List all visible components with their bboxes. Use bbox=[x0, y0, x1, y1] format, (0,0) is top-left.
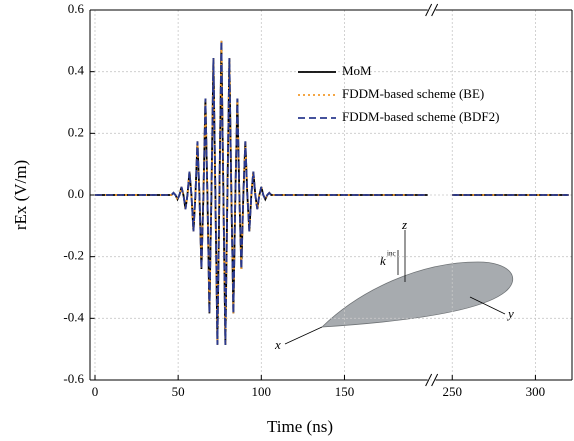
y-tick-label: -0.6 bbox=[63, 371, 84, 386]
y-tick-label: 0.4 bbox=[68, 63, 85, 78]
inset-label: inc bbox=[387, 250, 396, 258]
series-line bbox=[94, 40, 569, 345]
y-tick-label: 0.0 bbox=[68, 186, 84, 201]
axis-break bbox=[425, 373, 433, 387]
y-tick-label: 0.6 bbox=[68, 1, 85, 16]
axis-break bbox=[431, 3, 439, 17]
x-tick-label: 0 bbox=[92, 384, 99, 399]
y-tick-label: -0.4 bbox=[63, 309, 84, 324]
legend-label: MoM bbox=[342, 63, 372, 78]
inset-label: k bbox=[380, 253, 386, 268]
y-tick-label: -0.2 bbox=[63, 248, 84, 263]
inset-label: z bbox=[401, 217, 407, 232]
x-tick-label: 100 bbox=[252, 384, 272, 399]
x-tick-label: 250 bbox=[443, 384, 463, 399]
inset-figure: x y z k inc bbox=[274, 217, 514, 352]
y-axis-label: rEx (V/m) bbox=[11, 160, 30, 230]
series-line bbox=[94, 40, 569, 345]
axis-break bbox=[431, 373, 439, 387]
axis-arrow bbox=[469, 296, 506, 315]
x-tick-label: 300 bbox=[526, 384, 546, 399]
series-line bbox=[94, 40, 569, 345]
axis-break bbox=[425, 3, 433, 17]
legend-label: FDDM-based scheme (BE) bbox=[342, 86, 484, 101]
inset-label: x bbox=[274, 337, 281, 352]
y-tick-label: 0.2 bbox=[68, 124, 84, 139]
axis-arrow bbox=[284, 326, 323, 345]
inset-label: y bbox=[506, 306, 514, 321]
legend-label: FDDM-based scheme (BDF2) bbox=[342, 109, 499, 124]
x-tick-label: 50 bbox=[172, 384, 185, 399]
ellipsoid bbox=[320, 261, 514, 328]
x-axis-label: Time (ns) bbox=[267, 417, 333, 436]
x-tick-label: 150 bbox=[335, 384, 355, 399]
